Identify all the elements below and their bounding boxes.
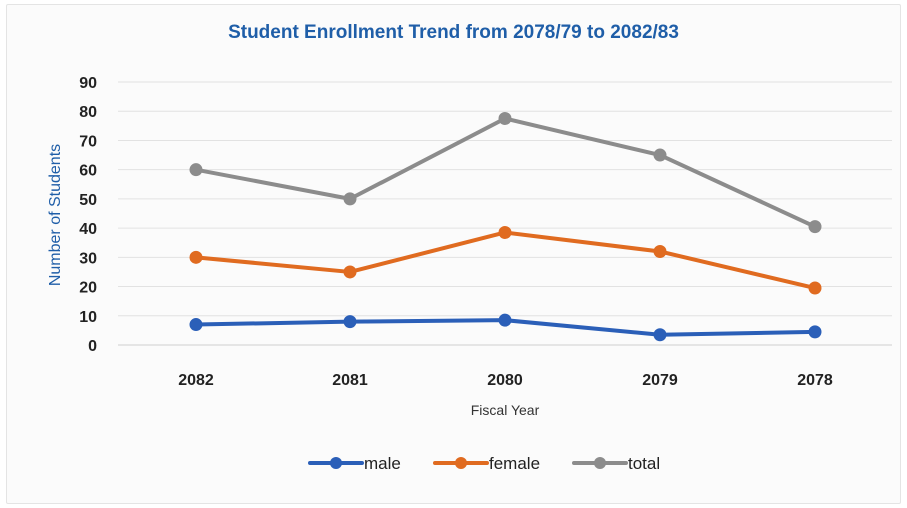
y-tick-label: 40 xyxy=(79,221,97,238)
data-point-male xyxy=(189,318,203,332)
data-point-female xyxy=(498,225,512,239)
series-lines xyxy=(189,112,822,342)
data-point-female xyxy=(653,244,667,258)
data-point-total xyxy=(343,192,357,206)
y-axis-label: Number of Students xyxy=(47,144,64,286)
gridlines xyxy=(118,81,892,346)
series-line-female xyxy=(194,230,817,291)
data-point-male xyxy=(653,328,667,342)
y-tick-label: 60 xyxy=(79,163,97,180)
x-tick-label: 2078 xyxy=(797,372,833,389)
data-point-male xyxy=(498,313,512,327)
data-point-female xyxy=(808,281,822,295)
y-tick-label: 90 xyxy=(79,75,97,92)
legend-label-total: total xyxy=(628,454,660,473)
y-tick-label: 30 xyxy=(79,250,97,267)
x-axis-label: Fiscal Year xyxy=(471,402,540,418)
legend-label-male: male xyxy=(364,454,401,473)
x-tick-label: 2081 xyxy=(332,372,368,389)
data-point-female xyxy=(189,250,203,264)
x-axis-ticks: 2082 2081 2080 2079 2078 xyxy=(178,372,833,389)
data-point-total xyxy=(498,112,512,126)
chart-title: Student Enrollment Trend from 2078/79 to… xyxy=(228,22,679,43)
legend-marker-male xyxy=(330,457,342,469)
data-point-total xyxy=(653,148,667,162)
data-point-total xyxy=(189,163,203,177)
y-tick-label: 10 xyxy=(79,309,97,326)
chart-frame xyxy=(6,4,901,504)
x-tick-label: 2082 xyxy=(178,372,214,389)
x-tick-label: 2080 xyxy=(487,372,523,389)
y-tick-label: 0 xyxy=(88,338,97,355)
data-point-female xyxy=(343,265,357,279)
legend-label-female: female xyxy=(489,454,540,473)
legend: male female total xyxy=(308,454,660,473)
legend-marker-total xyxy=(594,457,606,469)
series-line-total xyxy=(194,116,817,229)
data-point-male xyxy=(808,325,822,339)
data-point-total xyxy=(808,220,822,234)
legend-marker-female xyxy=(455,457,467,469)
y-axis-ticks: 0 10 20 30 40 50 60 70 80 90 xyxy=(79,75,97,355)
y-tick-label: 70 xyxy=(79,133,97,150)
data-point-male xyxy=(343,315,357,329)
y-tick-label: 20 xyxy=(79,280,97,297)
y-tick-label: 50 xyxy=(79,192,97,209)
y-tick-label: 80 xyxy=(79,104,97,121)
x-tick-label: 2079 xyxy=(642,372,678,389)
